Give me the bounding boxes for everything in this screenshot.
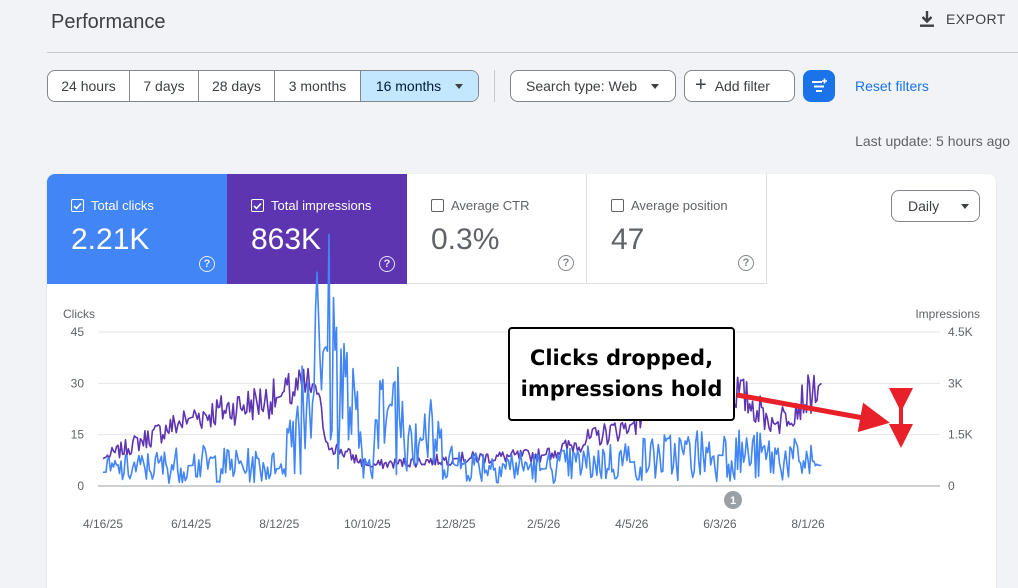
checkbox-unchecked-icon [431,199,444,212]
y-tick-left: 45 [71,325,85,339]
granularity-label: Daily [908,198,940,214]
range-28-days[interactable]: 28 days [199,71,275,101]
metric-value: 2.21K [71,223,150,256]
help-icon[interactable]: ? [738,255,754,271]
metric-value: 863K [251,223,322,256]
checkbox-checked-icon [251,199,264,212]
x-tick-label: 6/3/26 [703,517,737,531]
chevron-down-icon [961,203,970,209]
y-tick-right: 0 [948,479,955,493]
metric-average-ctr[interactable]: Average CTR 0.3% ? [407,174,587,284]
metric-average-position[interactable]: Average position 47 ? [587,174,767,284]
checkbox-unchecked-icon [611,199,624,212]
y-axis-left-title: Clicks [63,307,95,321]
checkbox-checked-icon [71,199,84,212]
search-type-label: Search type: Web [526,78,638,94]
x-tick-label: 8/1/26 [791,517,825,531]
help-icon[interactable]: ? [379,256,395,272]
chevron-down-icon [651,83,660,89]
last-update-text: Last update: 5 hours ago [855,133,1010,149]
download-icon [920,11,934,27]
metric-label: Average CTR [451,198,530,213]
x-tick-label: 10/10/25 [344,517,391,531]
search-type-dropdown[interactable]: Search type: Web [510,70,676,102]
x-tick-label: 4/5/26 [615,517,649,531]
filter-list-icon [812,78,827,92]
y-tick-right: 4.5K [948,325,973,339]
annotation-arrow-line [736,392,890,433]
header-divider [47,52,1018,53]
y-tick-left: 0 [77,479,84,493]
filter-settings-button[interactable] [803,70,835,102]
metric-total-clicks[interactable]: Total clicks 2.21K ? [47,174,227,284]
y-tick-left: 15 [71,428,85,442]
page-title: Performance [51,11,166,33]
y-tick-right: 3K [948,376,963,390]
y-axis-right-title: Impressions [915,307,980,321]
help-icon[interactable]: ? [558,255,574,271]
x-tick-label: 2/5/26 [527,517,561,531]
series-clicks-line [102,233,822,485]
plus-icon: + [695,74,707,96]
granularity-dropdown[interactable]: Daily [891,190,980,222]
help-icon[interactable]: ? [199,256,215,272]
date-range-selector: 24 hours 7 days 28 days 3 months 16 mont… [47,70,479,102]
range-3-months[interactable]: 3 months [275,71,361,101]
metric-label: Total clicks [91,198,154,213]
x-tick-label: 12/8/25 [435,517,475,531]
export-button[interactable]: EXPORT [918,10,1006,28]
x-tick-label: 4/16/25 [83,517,123,531]
reset-filters-link[interactable]: Reset filters [855,78,929,94]
x-tick-label: 8/12/25 [259,517,299,531]
metric-value: 0.3% [431,223,500,256]
export-label: EXPORT [946,11,1006,27]
y-tick-left: 30 [71,376,85,390]
metric-total-impressions[interactable]: Total impressions 863K ? [227,174,407,284]
toolbar-divider [494,70,495,102]
annotation-callout: Clicks dropped, impressions hold [508,327,735,421]
metric-label: Total impressions [271,198,372,213]
y-tick-right: 1.5K [948,428,973,442]
annotation-marker-label: 1 [730,495,736,507]
add-filter-label: Add filter [714,78,770,94]
chevron-down-icon [455,83,464,89]
range-7-days[interactable]: 7 days [130,71,199,101]
range-16-months[interactable]: 16 months [361,71,478,101]
metric-label: Average position [631,198,728,213]
x-tick-label: 6/14/25 [171,517,211,531]
metric-value: 47 [611,223,645,256]
add-filter-button[interactable]: + Add filter [684,70,795,102]
annotation-marker [724,491,742,509]
range-24-hours[interactable]: 24 hours [48,71,130,101]
